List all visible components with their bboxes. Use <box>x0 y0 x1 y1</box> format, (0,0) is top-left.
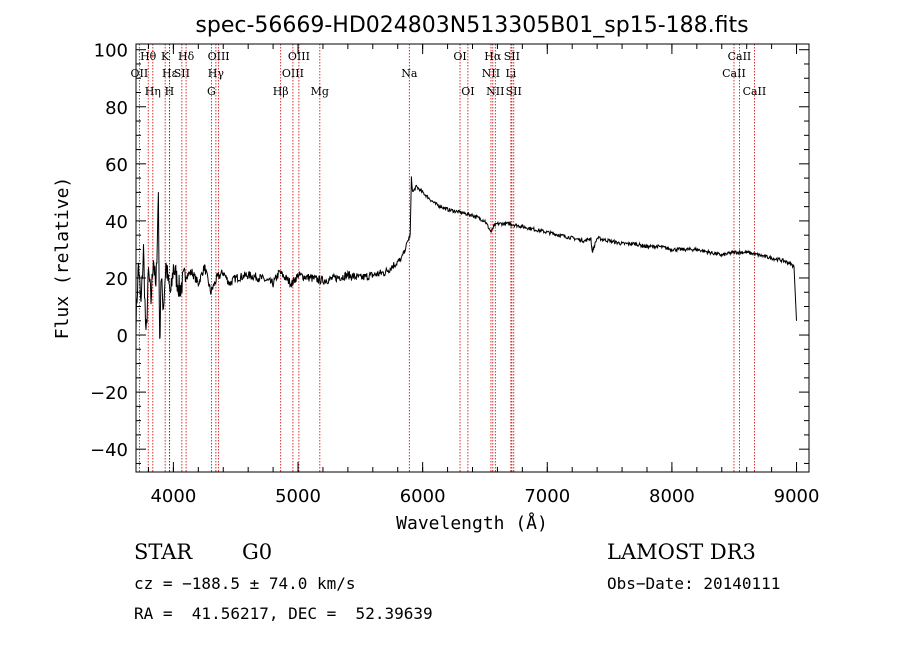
x-tick-label: 6000 <box>400 486 446 507</box>
line-label-sii-6731: SII <box>506 85 522 98</box>
line-label-h-delta: Hδ <box>178 50 195 63</box>
line-label-oiii-5007: OIII <box>288 50 310 63</box>
plot-frame <box>135 43 810 473</box>
spectral-line-labels: OII Hθ Hη K Hε H SII Hδ G Hγ OIII Hβ OIII OIII Mg Na OI O… <box>131 50 767 98</box>
object-class: STAR <box>134 540 193 564</box>
line-label-sii-4068: SII <box>174 67 190 80</box>
x-tick-label: 9000 <box>774 486 820 507</box>
line-label-oiii-4959: OIII <box>282 67 304 80</box>
x-axis-ticks: 4000 5000 6000 7000 8000 9000 <box>147 44 820 507</box>
y-tick-label: 40 <box>105 212 128 233</box>
y-tick-label: −20 <box>90 383 128 404</box>
observation-date: Obs−Date: 20140111 <box>607 574 781 593</box>
line-label-caii-8662: CaII <box>743 85 767 98</box>
y-tick-label: 100 <box>94 41 128 62</box>
line-label-h-eta: Hη <box>145 85 161 98</box>
object-subclass: G0 <box>242 540 273 564</box>
survey-name: LAMOST DR3 <box>607 540 756 564</box>
y-tick-label: −40 <box>90 440 128 461</box>
line-label-oiii-4363: OIII <box>208 50 230 63</box>
y-axis-ticks: −40 −20 0 20 40 60 80 100 <box>90 41 809 464</box>
flux-series <box>135 176 797 339</box>
y-tick-label: 80 <box>105 98 128 119</box>
line-label-caii-h: H <box>165 85 175 98</box>
x-tick-label: 8000 <box>649 486 695 507</box>
y-tick-label: 0 <box>117 326 128 347</box>
line-label-g-band: G <box>207 85 216 98</box>
line-label-mg: Mg <box>311 85 329 98</box>
line-label-sii-6716: SII <box>504 50 520 63</box>
y-tick-label: 60 <box>105 155 128 176</box>
line-label-h-epsilon: Hε <box>162 67 178 80</box>
line-label-h-beta: Hβ <box>273 85 289 98</box>
line-label-na: Na <box>401 67 418 80</box>
line-label-nii-6548: NII <box>482 67 500 80</box>
spectral-lines <box>138 44 755 472</box>
line-label-oii: OII <box>131 67 149 80</box>
line-label-caii-8542: CaII <box>728 50 752 63</box>
x-tick-label: 4000 <box>150 486 196 507</box>
line-label-h-alpha: Hα <box>484 50 502 63</box>
line-label-h-gamma: Hγ <box>208 67 225 80</box>
line-label-caii-8498: CaII <box>722 67 746 80</box>
sky-coordinates: RA = 41.56217, DEC = 52.39639 <box>134 604 433 623</box>
y-tick-label: 20 <box>105 269 128 290</box>
line-label-oi-6363: OI <box>461 85 474 98</box>
x-axis-label: Wavelength (Å) <box>396 512 548 534</box>
y-axis-label: Flux (relative) <box>52 177 73 340</box>
line-label-li: Li <box>505 67 516 80</box>
line-label-oi-6300: OI <box>453 50 466 63</box>
flux-line <box>135 176 797 339</box>
line-label-h-theta: Hθ <box>140 50 157 63</box>
line-label-nii-6583: NII <box>486 85 504 98</box>
x-tick-label: 7000 <box>524 486 570 507</box>
redshift-cz: cz = −188.5 ± 74.0 km/s <box>134 574 356 593</box>
chart-title: spec-56669-HD024803N513305B01_sp15-188.f… <box>195 13 748 38</box>
line-label-caii-k: K <box>161 50 170 63</box>
x-tick-label: 5000 <box>275 486 321 507</box>
